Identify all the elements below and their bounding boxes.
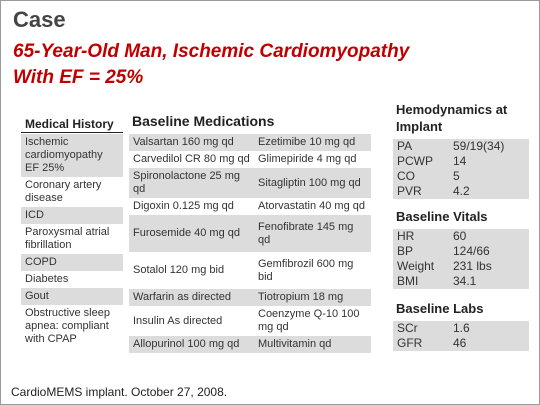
cell: 60 [449, 229, 529, 244]
cell: 231 lbs [449, 259, 529, 274]
cell: 14 [449, 154, 529, 169]
cell: PCWP [393, 154, 449, 169]
cell: Gout [21, 288, 123, 305]
row: CO 5 [393, 169, 529, 184]
cell: SCr [393, 321, 449, 336]
cell: 5 [449, 169, 529, 184]
subtitle: 65-Year-Old Man, Ischemic Cardiomyopathy [13, 41, 410, 62]
cell: Ezetimibe 10 mg qd [254, 134, 371, 151]
cell: GFR [393, 336, 449, 351]
cell: 46 [449, 336, 529, 351]
row: Coronary artery disease [21, 177, 123, 207]
cell: Tiotropium 18 mg [254, 289, 371, 306]
row: COPD [21, 254, 123, 271]
cell: Atorvastatin 40 mg qd [258, 200, 366, 212]
title: Case [13, 7, 66, 32]
cell: Coronary artery disease [25, 179, 102, 204]
cell: Paroxysmal atrial fibrillation [25, 226, 110, 251]
row: PVR 4.2 [393, 184, 529, 199]
cell: Insulin As directed [133, 314, 223, 327]
cell: Coenzyme Q-10 100 mg qd [258, 308, 360, 333]
row: Sotalol 120 mg bid Gemfibrozil 600 mg bid [129, 252, 371, 289]
cell: Sitagliptin 100 mg qd [254, 168, 371, 198]
hemodynamics-table: PA 59/19(34) PCWP 14 CO 5 PVR 4.2 [393, 139, 529, 199]
row: Diabetes [21, 271, 123, 288]
row: PCWP 14 [393, 154, 529, 169]
medications-table: Valsartan 160 mg qd Ezetimibe 10 mg qd Car… [129, 134, 371, 353]
vitals-table: HR 60 BP 124/66 Weight 231 lbs BMI 34.1 [393, 229, 529, 289]
row: Carvedilol CR 80 mg qd Glimepiride 4 mg q… [129, 151, 371, 168]
cell: Fenofibrate 145 mg qd [254, 215, 371, 252]
section-title: Baseline Medications [132, 113, 275, 129]
cell: Digoxin 0.125 mg qd [133, 200, 234, 212]
cell: BMI [393, 274, 449, 289]
cell: CO [393, 169, 449, 184]
cell: Gemfibrozil 600 mg bid [258, 257, 354, 283]
cell: Warfarin as directed [129, 289, 254, 306]
cell: 4.2 [449, 184, 529, 199]
row: PA 59/19(34) [393, 139, 529, 154]
footer: CardioMEMS implant. October 27, 2008. [11, 385, 228, 399]
row: Weight 231 lbs [393, 259, 529, 274]
row: Digoxin 0.125 mg qd Atorvastatin 40 mg qd [129, 198, 371, 215]
rule [21, 132, 123, 133]
row: Paroxysmal atrial fibrillation [21, 224, 123, 254]
cell: 1.6 [449, 321, 529, 336]
history-table: Ischemic cardiomyopathy EF 25% Coronary a… [21, 134, 123, 348]
cell: Ischemic cardiomyopathy EF 25% [21, 134, 123, 177]
row: GFR 46 [393, 336, 529, 351]
row: Insulin As directed Coenzyme Q-10 100 mg … [129, 306, 371, 336]
row: Ischemic cardiomyopathy EF 25% [21, 134, 123, 177]
row: Obstructive sleep apnea: compliant with … [21, 305, 123, 348]
row: Gout [21, 288, 123, 305]
row: SCr 1.6 [393, 321, 529, 336]
row: Allopurinol 100 mg qd Multivitamin qd [129, 336, 371, 353]
cell: Multivitamin qd [254, 336, 371, 353]
cell: BP [393, 244, 449, 259]
cell: Sotalol 120 mg bid [133, 264, 225, 276]
cell: 124/66 [449, 244, 529, 259]
section-title: Hemodynamics at Implant [396, 102, 508, 134]
row: BMI 34.1 [393, 274, 529, 289]
labs-table: SCr 1.6 GFR 46 [393, 321, 529, 351]
subtitle: With EF = 25% [13, 67, 144, 88]
cell: PVR [393, 184, 449, 199]
cell: Furosemide 40 mg qd [129, 215, 254, 252]
section-title: Baseline Vitals [396, 209, 488, 224]
row: ICD [21, 207, 123, 224]
row: Furosemide 40 mg qd Fenofibrate 145 mg qd [129, 215, 371, 252]
cell: COPD [21, 254, 123, 271]
cell: 34.1 [449, 274, 529, 289]
cell: Allopurinol 100 mg qd [129, 336, 254, 353]
row: Warfarin as directed Tiotropium 18 mg [129, 289, 371, 306]
cell: Obstructive sleep apnea: compliant with … [25, 307, 110, 345]
row: BP 124/66 [393, 244, 529, 259]
section-title: Baseline Labs [396, 301, 484, 316]
cell: Diabetes [25, 273, 69, 285]
cell: PA [393, 139, 449, 154]
cell: 59/19(34) [449, 139, 529, 154]
row: HR 60 [393, 229, 529, 244]
cell: Glimepiride 4 mg qd [258, 153, 357, 165]
cell: Spironolactone 25 mg qd [129, 168, 254, 198]
cell: ICD [21, 207, 123, 224]
cell: Carvedilol CR 80 mg qd [133, 153, 250, 165]
cell: Weight [393, 259, 449, 274]
row: Valsartan 160 mg qd Ezetimibe 10 mg qd [129, 134, 371, 151]
cell: Valsartan 160 mg qd [129, 134, 254, 151]
section-title: Medical History [25, 117, 114, 131]
row: Spironolactone 25 mg qd Sitagliptin 100 m… [129, 168, 371, 198]
cell: HR [393, 229, 449, 244]
